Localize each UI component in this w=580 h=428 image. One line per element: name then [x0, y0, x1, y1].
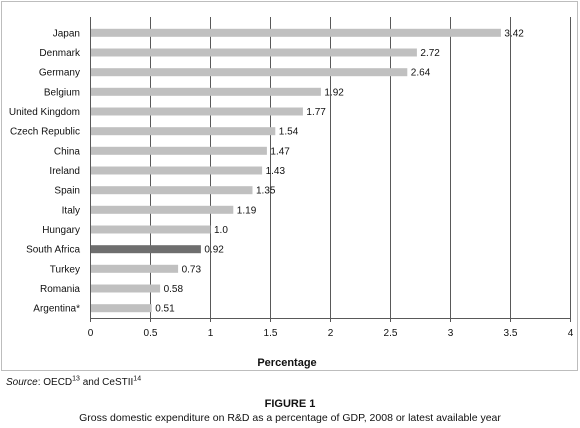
category-label: United Kingdom [9, 107, 80, 118]
bar [90, 146, 267, 155]
data-label: 1.54 [279, 127, 299, 138]
data-label: 1.19 [237, 205, 257, 216]
category-label: Japan [53, 28, 80, 39]
category-label: Czech Republic [10, 127, 80, 138]
x-tick-label: 0.5 [144, 328, 158, 339]
data-label: 0.73 [182, 264, 202, 275]
data-label: 1.47 [270, 146, 290, 157]
data-label: 1.77 [306, 107, 326, 118]
category-label: Hungary [42, 225, 80, 236]
category-label: Italy [62, 205, 80, 216]
bar [90, 127, 276, 136]
bar [90, 186, 253, 195]
category-label: Spain [54, 186, 80, 197]
data-label: 2.72 [420, 48, 440, 59]
data-label: 1.0 [214, 225, 228, 236]
bar [90, 264, 179, 273]
category-label: Denmark [39, 48, 81, 59]
bar [90, 166, 263, 175]
data-label: 3.42 [504, 28, 524, 39]
bar [90, 304, 152, 313]
data-label: 0.51 [155, 304, 175, 315]
data-label: 1.35 [256, 186, 276, 197]
bar [90, 48, 417, 57]
category-label: Argentina* [33, 304, 80, 315]
chart-frame: Japan 3.42 Denmark 2.72 Germany 2.64 Belgium 1.… [1, 1, 578, 371]
x-axis-title: Percentage [257, 357, 316, 369]
figure-caption: Gross domestic expenditure on R&D as a p… [79, 412, 501, 424]
category-label: China [54, 146, 81, 157]
x-tick-label: 2.5 [384, 328, 398, 339]
bar [90, 205, 234, 214]
source-text-oecd: : OECD [37, 377, 73, 388]
bar-highlight [90, 245, 201, 254]
data-label: 1.92 [324, 87, 344, 98]
source-label: Source [6, 377, 38, 388]
x-tick-label: 1.5 [264, 328, 278, 339]
category-label: Belgium [44, 87, 80, 98]
source-ref-cestii: 14 [133, 375, 142, 383]
bar [90, 68, 408, 77]
x-tick-label: 2 [328, 328, 334, 339]
data-label: 0.58 [164, 284, 184, 295]
bar [90, 107, 303, 116]
data-label: 1.43 [266, 166, 286, 177]
x-tick-label: 3 [448, 328, 454, 339]
category-label: South Africa [26, 245, 80, 256]
source-text-cestii: and CeSTII [79, 377, 134, 388]
x-tick-label: 1 [208, 328, 214, 339]
data-label: 2.64 [411, 68, 431, 79]
bar [90, 284, 161, 293]
data-label: 0.92 [204, 245, 224, 256]
bar [90, 28, 501, 37]
category-label: Romania [40, 284, 80, 295]
source-ref-oecd: 13 [72, 375, 80, 383]
bar-chart: Japan 3.42 Denmark 2.72 Germany 2.64 Belgium 1.… [9, 17, 574, 369]
x-tick-label: 0 [88, 328, 94, 339]
source-note: Source: OECD13 and CeSTII14 [6, 375, 142, 388]
figure-number: FIGURE 1 [264, 398, 316, 410]
bar [90, 87, 321, 96]
category-label: Turkey [50, 264, 80, 275]
category-label: Ireland [49, 166, 80, 177]
x-tick-label: 4 [568, 328, 574, 339]
x-tick-label: 3.5 [504, 328, 518, 339]
category-label: Germany [39, 68, 80, 79]
bar [90, 225, 211, 234]
